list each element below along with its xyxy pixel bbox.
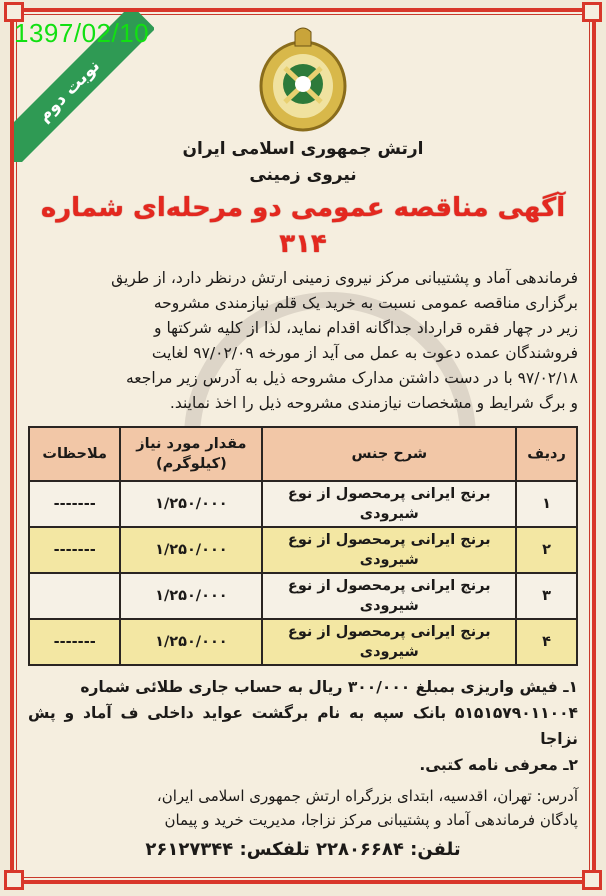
address-line: پادگان فرماندهی آماد و پشتیبانی مرکز نزا…: [164, 811, 578, 829]
address-line: آدرس: تهران، اقدسیه، ابتدای بزرگراه ارتش…: [156, 787, 578, 805]
required-documents: ۱ـ فیش واریزی بمبلغ ۳۰۰/۰۰۰ ریال به حساب…: [28, 674, 578, 778]
body-line: برگزاری مناقصه عمومی نسبت به خرید یک قلم…: [153, 294, 578, 312]
cell-remarks: [27, 572, 122, 620]
cell-description: برنج ایرانی پرمحصول از نوع شیرودی: [261, 618, 518, 666]
table-row: ۴ برنج ایرانی پرمحصول از نوع شیرودی ۱/۲۵…: [27, 618, 578, 666]
items-table: ردیف شرح جنس مقدار مورد نیاز (کیلوگرم) م…: [27, 426, 578, 666]
army-emblem-logo: [259, 27, 347, 132]
cell-row-number: ۲: [515, 526, 578, 574]
body-line: و برگ شرایط و مشخصات نیازمندی مشروحه ذیل…: [169, 394, 578, 412]
contact-phone: تلفن: ۲۲۸۰۶۶۸۴ تلفکس: ۲۶۱۲۷۳۴۴: [145, 839, 461, 860]
cell-quantity: ۱/۲۵۰/۰۰۰: [119, 526, 264, 574]
frame-corner: [582, 870, 602, 890]
address: آدرس: تهران، اقدسیه، ابتدای بزرگراه ارتش…: [28, 784, 578, 832]
frame-corner: [4, 2, 24, 22]
requirement-line: ۱ـ فیش واریزی بمبلغ ۳۰۰/۰۰۰ ریال به حساب…: [80, 678, 578, 696]
col-header-description: شرح جنس: [261, 426, 518, 482]
body-line: فروشندگان عمده دعوت به عمل می آید از مور…: [151, 344, 578, 362]
col-header-row-number: ردیف: [515, 426, 578, 482]
tender-title: آگهی مناقصه عمومی دو مرحله‌ای شماره ۳۱۴: [40, 193, 566, 259]
cell-row-number: ۴: [515, 618, 578, 666]
cell-remarks: -------: [27, 618, 122, 666]
table-row: ۱ برنج ایرانی پرمحصول از نوع شیرودی ۱/۲۵…: [27, 480, 578, 528]
body-line: فرماندهی آماد و پشتیبانی مرکز نیروی زمین…: [111, 269, 578, 287]
cell-quantity: ۱/۲۵۰/۰۰۰: [119, 572, 264, 620]
frame-corner: [4, 870, 24, 890]
table-header-row: ردیف شرح جنس مقدار مورد نیاز (کیلوگرم) م…: [27, 426, 578, 482]
frame-corner: [582, 2, 602, 22]
cell-description: برنج ایرانی پرمحصول از نوع شیرودی: [261, 526, 518, 574]
cell-remarks: -------: [27, 526, 122, 574]
requirement-line: ۲ـ معرفی نامه کتبی.: [419, 756, 578, 774]
body-line: ۹۷/۰۲/۱۸ با در دست داشتن مدارک مشروحه ذی…: [125, 369, 578, 387]
col-header-remarks: ملاحظات: [27, 426, 122, 482]
table-row: ۲ برنج ایرانی پرمحصول از نوع شیرودی ۱/۲۵…: [27, 526, 578, 574]
ad-frame: نوبت دوم ارتش جمهوری اسلامی ایران نیروی …: [4, 2, 602, 890]
requirement-line: ۵۱۵۱۵۷۹۰۱۱۰۰۴ بانک سپه به نام برگشت عوای…: [28, 704, 578, 748]
cell-row-number: ۱: [515, 480, 578, 528]
cell-row-number: ۳: [515, 572, 578, 620]
body-line: زیر در چهار فقره قرارداد جداگانه اقدام ن…: [154, 319, 578, 337]
tender-description: فرماندهی آماد و پشتیبانی مرکز نیروی زمین…: [28, 266, 578, 416]
cell-remarks: -------: [27, 480, 122, 528]
col-header-quantity: مقدار مورد نیاز (کیلوگرم): [119, 426, 264, 482]
cell-quantity: ۱/۲۵۰/۰۰۰: [119, 618, 264, 666]
cell-quantity: ۱/۲۵۰/۰۰۰: [119, 480, 264, 528]
org-name: ارتش جمهوری اسلامی ایران: [182, 139, 424, 159]
org-branch: نیروی زمینی: [249, 165, 357, 185]
cell-description: برنج ایرانی پرمحصول از نوع شیرودی: [261, 572, 518, 620]
date-stamp: 1397/02/10: [14, 18, 150, 48]
table-row: ۳ برنج ایرانی پرمحصول از نوع شیرودی ۱/۲۵…: [27, 572, 578, 620]
cell-description: برنج ایرانی پرمحصول از نوع شیرودی: [261, 480, 518, 528]
